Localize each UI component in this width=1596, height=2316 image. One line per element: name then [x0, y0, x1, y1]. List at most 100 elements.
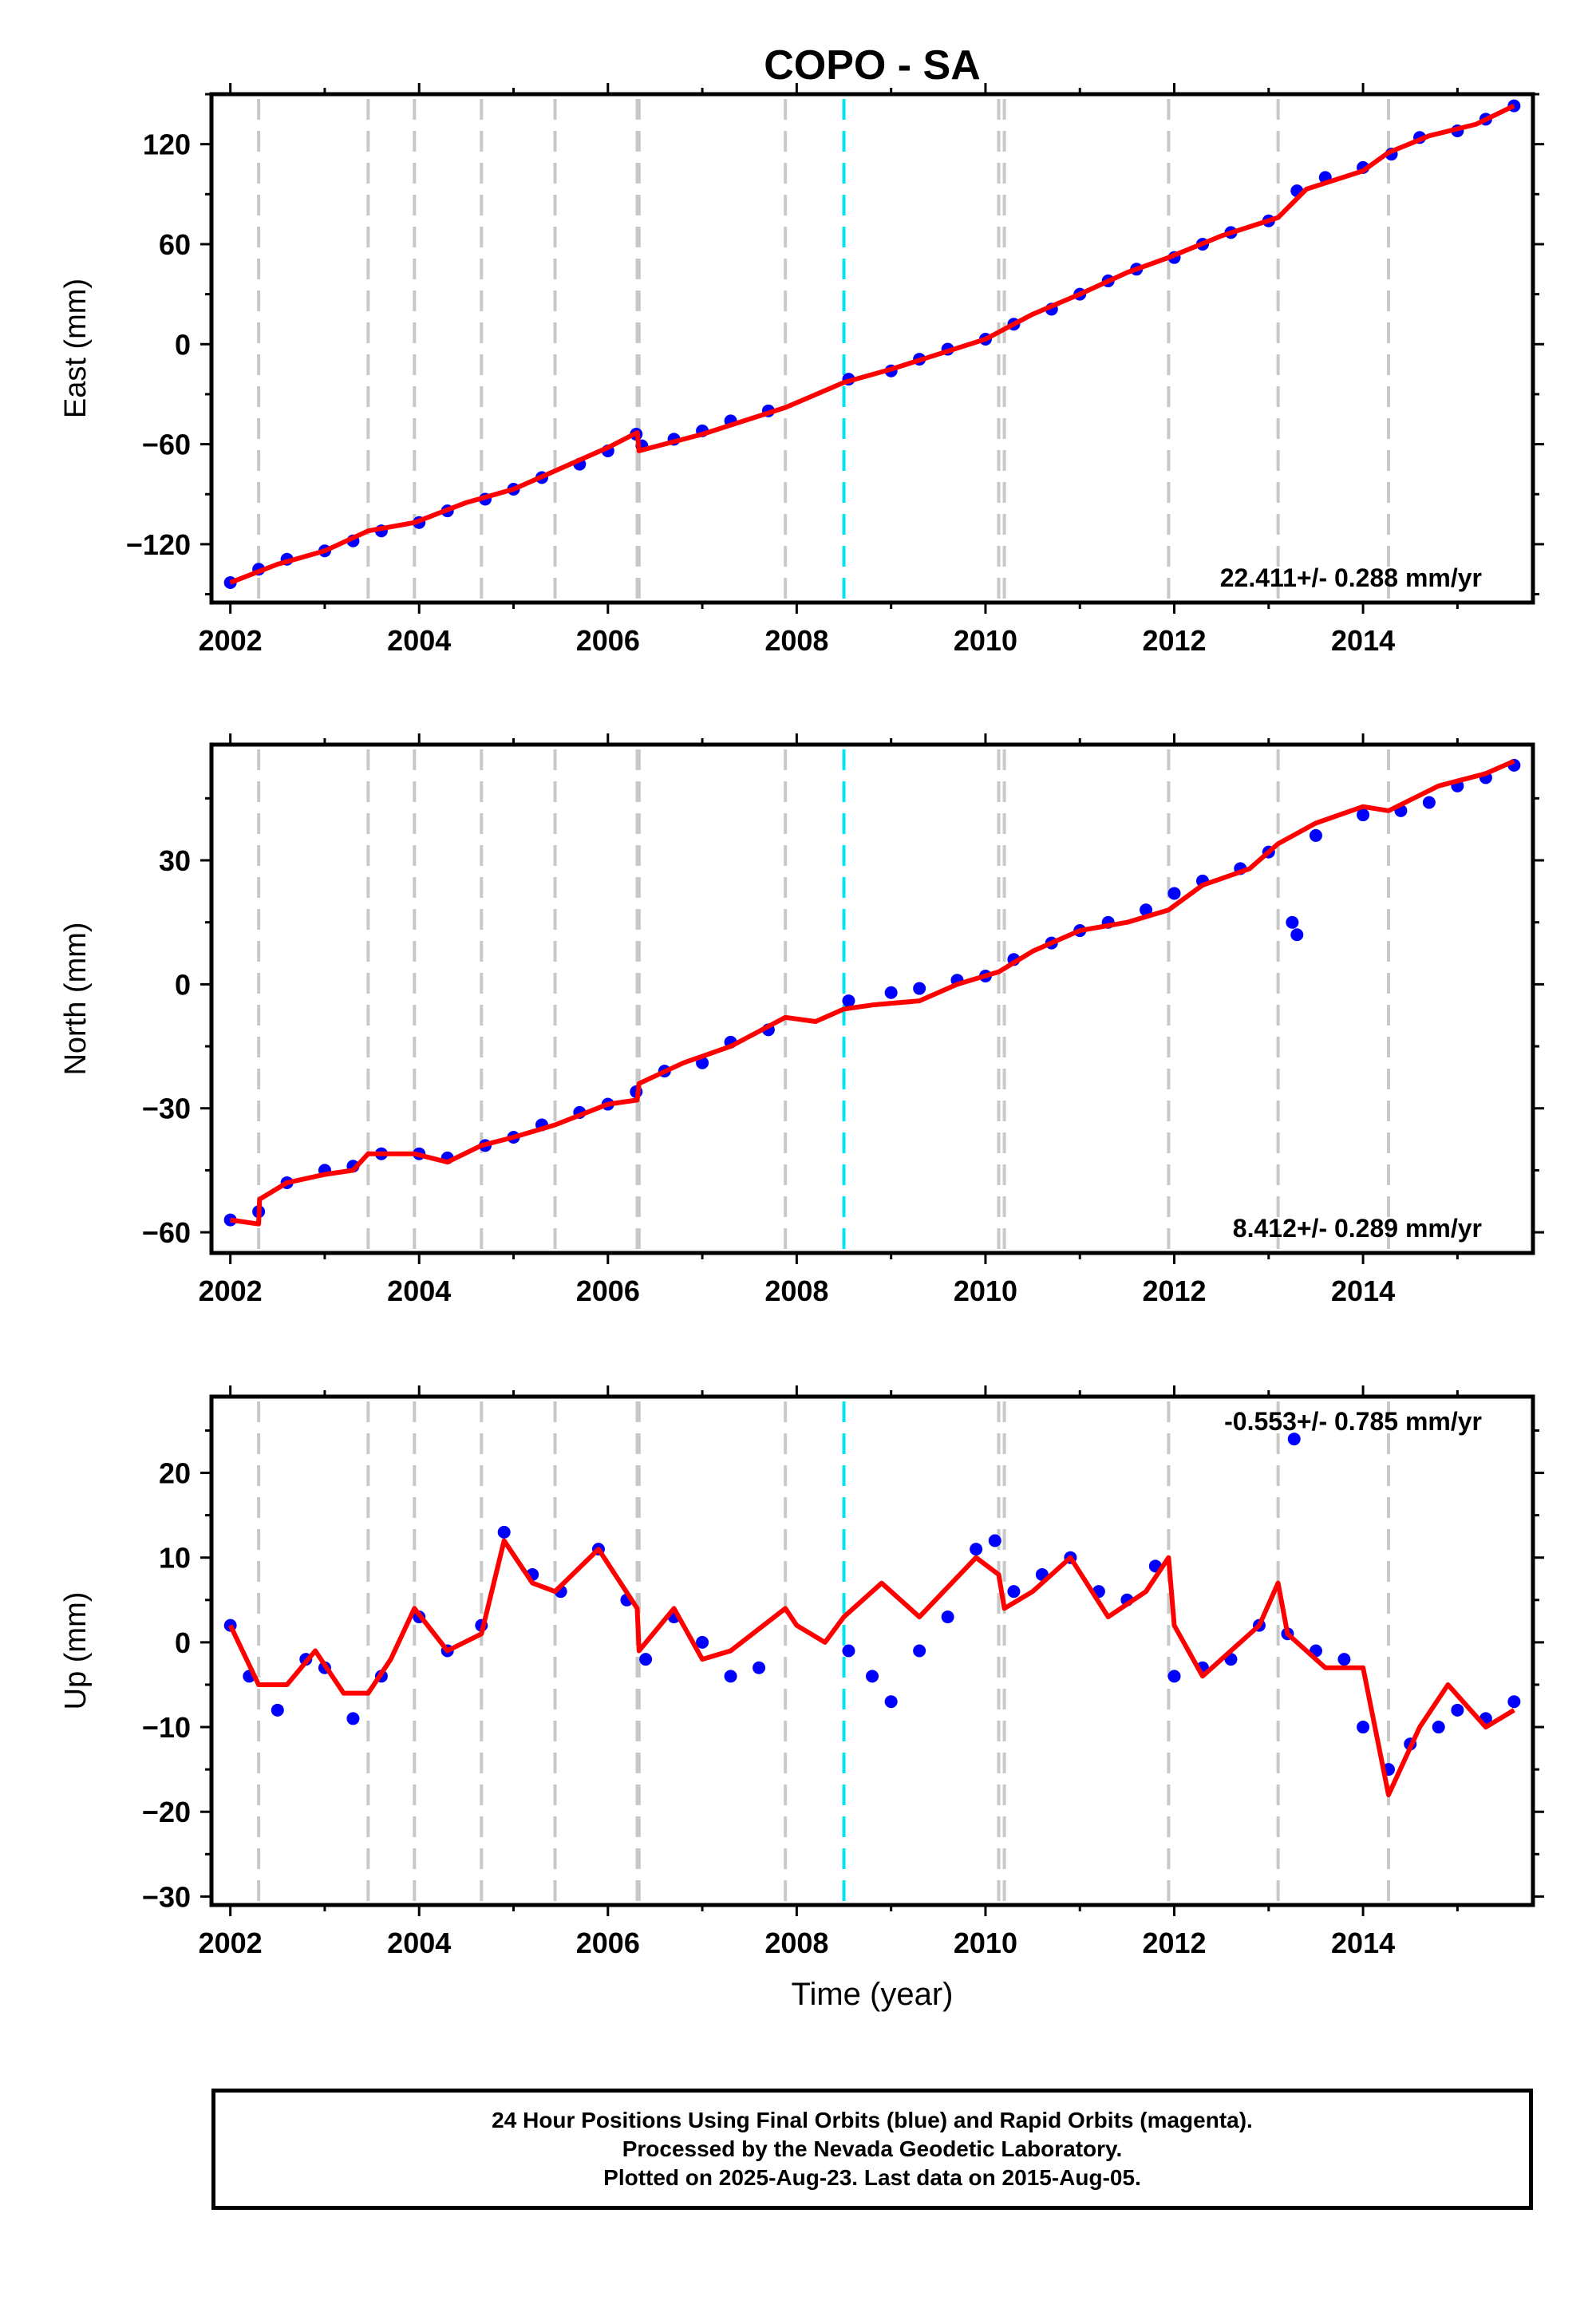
y-tick-label: 0: [175, 968, 191, 1001]
data-point: [970, 1543, 983, 1556]
data-point: [724, 1670, 737, 1683]
panel-up: 2002 2004 2006 2008 2010 2012 2014 −30 −20 −10 0 10…: [59, 1385, 1544, 1959]
velocity-label: 22.411+/- 0.288 mm/yr: [1220, 563, 1482, 592]
x-tick-label: 2004: [387, 1275, 451, 1307]
data-point: [1422, 796, 1436, 809]
x-tick-label: 2014: [1331, 1275, 1395, 1307]
y-tick-label: −60: [142, 429, 191, 461]
data-point: [1140, 903, 1153, 917]
observation-points: [223, 99, 1521, 589]
y-tick-label: −20: [142, 1796, 191, 1828]
data-point: [1357, 1721, 1370, 1734]
x-tick-label: 2012: [1142, 624, 1206, 657]
data-point: [866, 1670, 879, 1683]
x-tick-label: 2010: [954, 624, 1017, 657]
y-tick-label: −120: [126, 528, 191, 561]
y-axis: −30 −20 −10 0 10 20 Up (mm): [59, 1429, 1544, 1913]
plot-area: [223, 758, 1521, 1227]
panel-east: 2002 2004 2006 2008 2010 2012 2014 −120 −60 0 60 12…: [59, 83, 1544, 657]
y-axis: −60 −30 0 30 North (mm): [59, 796, 1544, 1249]
y-tick-label: −10: [142, 1711, 191, 1744]
x-tick-label: 2002: [199, 1927, 263, 1959]
x-axis-label: Time (year): [792, 1977, 954, 2012]
y-tick-label: 60: [159, 228, 191, 261]
data-point: [271, 1703, 284, 1717]
y-axis: −120 −60 0 60 120 East (mm): [59, 93, 1544, 596]
data-point: [223, 1213, 237, 1227]
x-tick-label: 2006: [576, 1927, 640, 1959]
y-tick-label: −60: [142, 1216, 191, 1249]
x-tick-label: 2002: [199, 624, 263, 657]
y-tick-label: 0: [175, 328, 191, 361]
data-point: [753, 1661, 766, 1674]
data-point: [1167, 887, 1181, 900]
data-point: [1286, 915, 1299, 929]
x-tick-label: 2006: [576, 624, 640, 657]
data-point: [913, 1644, 926, 1658]
data-point: [1451, 1703, 1464, 1717]
x-tick-label: 2006: [576, 1275, 640, 1307]
y-tick-label: 120: [143, 128, 191, 161]
x-tick-label: 2014: [1331, 1927, 1395, 1959]
processing-info-box: 24 Hour Positions Using Final Orbits (bl…: [211, 2089, 1533, 2210]
y-tick-label: −30: [142, 1880, 191, 1913]
x-tick-label: 2004: [387, 624, 451, 657]
x-tick-label: 2008: [764, 1275, 828, 1307]
data-point: [842, 1644, 855, 1658]
y-axis-label: East (mm): [59, 279, 93, 418]
x-tick-label: 2012: [1142, 1275, 1206, 1307]
x-tick-label: 2010: [954, 1275, 1017, 1307]
data-point: [1432, 1721, 1445, 1734]
data-point: [1337, 1653, 1351, 1666]
data-point: [1007, 1585, 1021, 1599]
velocity-label: 8.412+/- 0.289 mm/yr: [1233, 1214, 1482, 1243]
event-lines: [257, 749, 1391, 1250]
chart-panels: 2002 2004 2006 2008 2010 2012 2014−120−6006012…: [59, 83, 1544, 2012]
x-axis: 2002 2004 2006 2008 2010 2012 2014: [199, 733, 1459, 1307]
plot-area: [223, 99, 1521, 589]
x-axis: 2002 2004 2006 2008 2010 2012 2014: [199, 1385, 1459, 1959]
panel-frame: [209, 1394, 1535, 1907]
data-point: [696, 1635, 709, 1649]
x-tick-label: 2012: [1142, 1927, 1206, 1959]
data-point: [1290, 928, 1304, 942]
data-point: [884, 986, 898, 999]
panel-north: 2002 2004 2006 2008 2010 2012 2014 −60 −30 0 30 Nor…: [59, 733, 1544, 1307]
observation-points: [223, 1433, 1521, 1777]
data-point: [497, 1525, 511, 1539]
x-tick-label: 2004: [387, 1927, 451, 1959]
model-line: [227, 1538, 1515, 1797]
data-point: [346, 1712, 360, 1725]
x-axis: 2002 2004 2006 2008 2010 2012 2014: [199, 83, 1459, 657]
figure-title: COPO - SA: [764, 42, 981, 89]
panel-frame: [209, 742, 1535, 1255]
footer-line-3: Plotted on 2025-Aug-23. Last data on 201…: [603, 2165, 1141, 2190]
data-point: [639, 1653, 653, 1666]
footer-line-1: 24 Hour Positions Using Final Orbits (bl…: [492, 2108, 1253, 2132]
footer-line-2: Processed by the Nevada Geodetic Laborat…: [622, 2136, 1123, 2161]
data-point: [988, 1534, 1001, 1547]
plot-area: [223, 1433, 1521, 1797]
model-line: [229, 103, 1515, 585]
x-tick-label: 2008: [764, 1927, 828, 1959]
data-point: [1357, 808, 1370, 822]
velocity-label: -0.553+/- 0.785 mm/yr: [1224, 1407, 1482, 1436]
model-line: [230, 758, 1515, 1227]
x-tick-label: 2014: [1331, 624, 1395, 657]
y-tick-label: 20: [159, 1457, 191, 1490]
data-point: [1507, 1695, 1521, 1709]
event-lines: [257, 1401, 1391, 1902]
data-point: [941, 1611, 954, 1624]
data-point: [1287, 1433, 1301, 1446]
event-lines: [257, 99, 1391, 599]
x-tick-label: 2002: [199, 1275, 263, 1307]
x-tick-label: 2008: [764, 624, 828, 657]
y-tick-label: 0: [175, 1626, 191, 1659]
y-tick-label: 10: [159, 1542, 191, 1575]
y-tick-label: 30: [159, 844, 191, 877]
data-point: [884, 1695, 898, 1709]
y-axis-label: Up (mm): [59, 1592, 93, 1710]
y-axis-label: North (mm): [59, 922, 93, 1075]
data-point: [1309, 828, 1322, 842]
